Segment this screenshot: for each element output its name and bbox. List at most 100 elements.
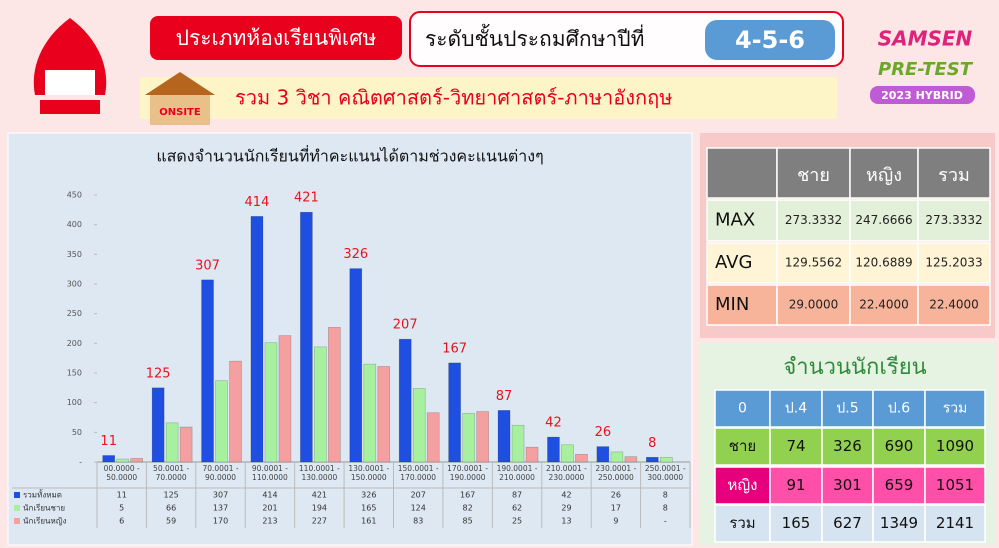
x-tick-label-box: 00.0000 - 50.0000	[97, 464, 146, 488]
y-tick-label: 250	[67, 309, 82, 318]
room-type: ประเภทห้องเรียนพิเศษ	[176, 26, 377, 50]
table-value: 6	[119, 517, 124, 526]
table-value: 66	[166, 504, 176, 513]
bar	[180, 427, 192, 462]
bar	[526, 447, 538, 462]
legend-label: นักเรียนหญิง	[23, 517, 67, 526]
bar	[364, 364, 376, 462]
stats-row-label: AVG	[715, 252, 752, 273]
dashboard: ประเภทห้องเรียนพิเศษ ระดับชั้นประถมศึกษา…	[0, 0, 999, 548]
counts-header: รวม	[943, 401, 968, 417]
bar	[512, 425, 524, 462]
data-label: 42	[545, 416, 562, 431]
bar	[216, 381, 228, 462]
bar	[314, 347, 326, 462]
table-value: 8	[663, 504, 668, 513]
x-tick-label: 190.0001 - 210.0000	[492, 464, 541, 482]
table-value: 414	[262, 491, 277, 500]
bar	[103, 455, 115, 462]
data-label: 87	[496, 389, 513, 404]
level-label: ระดับชั้นประถมศึกษาปีที่	[425, 24, 644, 51]
logo-line: SAMSEN	[878, 27, 973, 51]
counts-title: จำนวนนักเรียน	[783, 355, 926, 380]
counts-value: 1051	[936, 476, 974, 494]
table-value: 137	[213, 504, 228, 513]
x-tick-label: 00.0000 - 50.0000	[97, 464, 146, 482]
counts-value: 627	[833, 514, 862, 532]
y-tick-label: 100	[67, 398, 82, 407]
counts-value: 91	[786, 476, 805, 494]
table-value: 207	[411, 491, 426, 500]
table-value: 326	[361, 491, 376, 500]
table-value: 29	[561, 504, 571, 513]
stats-value: 29.0000	[789, 298, 839, 312]
table-value: 87	[512, 491, 522, 500]
bar	[413, 388, 425, 462]
bar	[328, 327, 340, 462]
x-tick-label: 170.0001 - 190.0000	[443, 464, 492, 482]
bar	[611, 452, 623, 462]
bar	[463, 413, 475, 462]
bar	[251, 216, 263, 462]
bar	[202, 280, 214, 462]
table-value: -	[664, 517, 667, 526]
bar	[660, 457, 672, 462]
onsite-label: ONSITE	[159, 107, 201, 118]
table-value: 213	[262, 517, 277, 526]
bar	[498, 410, 510, 462]
counts-header: ป.4	[785, 401, 807, 417]
x-tick-label: 150.0001 - 170.0000	[394, 464, 443, 482]
bar	[399, 339, 411, 462]
counts-header: 0	[738, 401, 747, 417]
table-value: 201	[262, 504, 277, 513]
bar	[597, 447, 609, 462]
counts-value: 326	[833, 437, 862, 455]
table-value: 8	[663, 491, 668, 500]
data-label: 421	[294, 191, 319, 206]
x-tick-label: 50.0001 - 70.0000	[146, 464, 195, 482]
table-value: 25	[512, 517, 522, 526]
table-value: 82	[463, 504, 473, 513]
legend-label: นักเรียนชาย	[23, 504, 65, 513]
x-tick-label-box: 130.0001 - 150.0000	[344, 464, 393, 488]
x-tick-label-box: 170.0001 - 190.0000	[443, 464, 492, 488]
bar	[477, 412, 489, 462]
data-label: 11	[100, 434, 117, 449]
legend-swatch	[14, 505, 20, 511]
counts-value: ชาย	[729, 437, 756, 455]
x-tick-label: 250.0001 - 300.0000	[641, 464, 690, 482]
data-label: 207	[393, 318, 418, 333]
legend-swatch	[14, 492, 20, 498]
counts-value: 301	[833, 476, 862, 494]
bar	[166, 423, 178, 462]
stats-value: 120.6889	[855, 256, 912, 270]
table-value: 17	[611, 504, 621, 513]
y-tick-label: 300	[67, 280, 82, 289]
table-value: 227	[312, 517, 327, 526]
bar	[646, 457, 658, 462]
legend-swatch	[14, 518, 20, 524]
stats-header: รวม	[938, 165, 970, 186]
stats-value: 273.3332	[925, 213, 982, 227]
level: 4-5-6	[735, 26, 805, 54]
x-tick-label: 110.0001 - 130.0000	[295, 464, 344, 482]
x-tick-label-box: 230.0001 - 250.0000	[591, 464, 640, 488]
counts-value: 659	[885, 476, 914, 494]
bar	[117, 459, 129, 462]
x-tick-label-box: 250.0001 - 300.0000	[641, 464, 690, 488]
table-value: 125	[163, 491, 178, 500]
x-tick-label: 70.0001 - 90.0000	[196, 464, 245, 482]
table-value: 11	[117, 491, 127, 500]
stats-value: 273.3332	[785, 213, 842, 227]
table-value: 26	[611, 491, 621, 500]
bar	[625, 457, 637, 462]
counts-value: 1349	[880, 514, 918, 532]
table-value: 170	[213, 517, 228, 526]
y-tick-label: 200	[67, 339, 82, 348]
table-value: 307	[213, 491, 228, 500]
counts-value: 2141	[936, 514, 974, 532]
bar	[131, 458, 143, 462]
data-label: 125	[146, 366, 171, 381]
data-label: 26	[595, 425, 612, 440]
bar	[547, 437, 559, 462]
